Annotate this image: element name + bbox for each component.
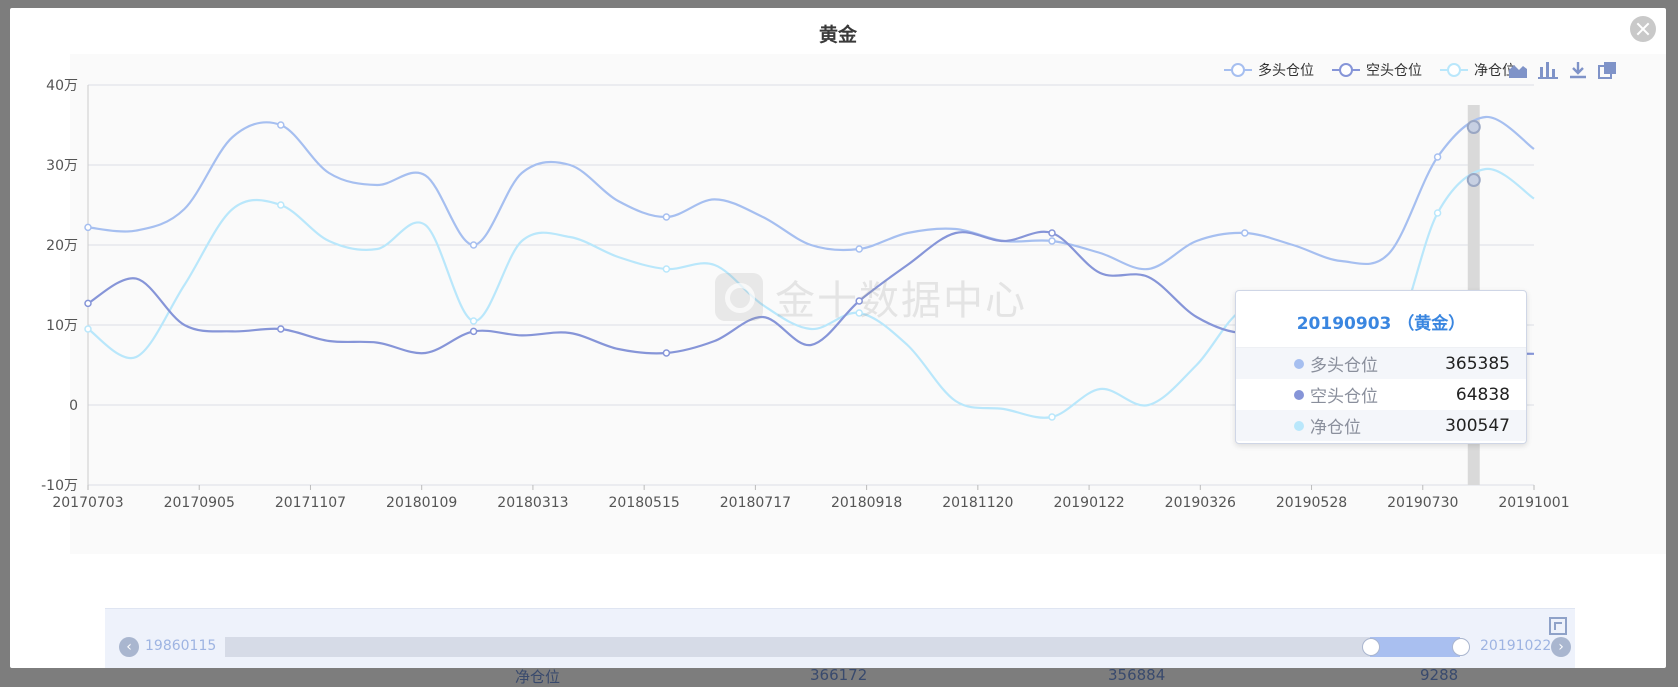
- legend-label: 空头仓位: [1366, 63, 1422, 79]
- y-tick-label: 10万: [46, 318, 78, 334]
- data-point-short-position: [662, 349, 671, 357]
- data-point-net-position: [1433, 209, 1442, 217]
- x-tick-label: 20180717: [720, 495, 791, 511]
- chart-modal: 黄金 -10万 0 10万 20万 30万 40万 20170703 20170905 2017…: [10, 8, 1666, 668]
- x-tick-label: 20190528: [1276, 495, 1347, 511]
- x-tick-label: 20191001: [1498, 495, 1569, 511]
- data-point-net-position: [662, 265, 671, 273]
- tooltip-row: 净仓位 300547: [1236, 410, 1526, 441]
- x-tick-label: 20171107: [275, 495, 346, 511]
- hover-point-long-position: [1466, 120, 1481, 134]
- series-dot-icon: [1294, 420, 1304, 431]
- y-tick-label: 40万: [46, 78, 78, 94]
- tooltip-value: 300547: [1445, 415, 1510, 436]
- legend-item-net[interactable]: 净仓位: [1440, 60, 1516, 80]
- x-tick-label: 20190326: [1165, 495, 1236, 511]
- data-point-net-position: [469, 317, 478, 325]
- data-point-long-position: [469, 241, 478, 249]
- x-tick-label: 20180109: [386, 495, 457, 511]
- tooltip-row: 多头仓位 365385: [1236, 348, 1526, 379]
- watermark-text: 金十数据中心: [775, 278, 1027, 324]
- tooltip-row: 空头仓位 64838: [1236, 379, 1526, 410]
- backdrop-text: 356884: [1108, 666, 1166, 684]
- data-point-long-position: [1433, 153, 1442, 161]
- y-tick-label: 20万: [46, 238, 78, 254]
- y-tick-label: -10万: [41, 478, 78, 494]
- data-point-net-position: [1048, 413, 1056, 421]
- zoom-start-label: 19860115: [145, 638, 217, 654]
- data-point-long-position: [1048, 237, 1056, 245]
- data-point-short-position: [277, 325, 285, 333]
- tooltip-value: 365385: [1445, 353, 1510, 374]
- legend-label: 多头仓位: [1258, 63, 1314, 79]
- data-point-long-position: [277, 121, 285, 129]
- download-icon[interactable]: [1568, 60, 1588, 80]
- tooltip-label: 空头仓位: [1310, 387, 1378, 407]
- legend-marker-icon: [1224, 63, 1252, 77]
- legend-item-long[interactable]: 多头仓位: [1224, 60, 1314, 80]
- x-tick-label: 20180918: [831, 495, 902, 511]
- backdrop-text: 366172: [810, 666, 868, 684]
- x-tick-label: 20180515: [609, 495, 680, 511]
- watermark: 金十数据中心: [715, 268, 1027, 326]
- backdrop-text: 净仓位: [515, 668, 561, 686]
- modal-title: 黄金: [818, 24, 857, 46]
- tooltip-value: 64838: [1455, 384, 1510, 405]
- x-tick-label: 20190122: [1053, 495, 1124, 511]
- zoom-track[interactable]: [225, 637, 1385, 657]
- data-point-long-position: [662, 213, 671, 221]
- data-point-net-position: [277, 201, 285, 209]
- series-dot-icon: [1294, 389, 1304, 400]
- tooltip-label: 多头仓位: [1310, 356, 1378, 376]
- close-button[interactable]: [1630, 16, 1656, 42]
- legend-marker-icon: [1332, 63, 1360, 77]
- zoom-selection[interactable]: [1370, 637, 1460, 657]
- legend-label: 净仓位: [1474, 63, 1516, 79]
- legend-item-short[interactable]: 空头仓位: [1332, 60, 1422, 80]
- x-tick-label: 20180313: [497, 495, 568, 511]
- bar-chart-icon[interactable]: [1538, 60, 1558, 80]
- expand-icon[interactable]: [1549, 617, 1567, 635]
- zoom-handle-start[interactable]: [1362, 638, 1380, 656]
- tooltip: 20190903 （黄金） 多头仓位 365385 空头仓位 64838 净仓位…: [1235, 290, 1527, 444]
- x-tick-label: 20170905: [164, 495, 235, 511]
- data-point-long-position: [855, 245, 863, 253]
- backdrop-bottom: [0, 668, 1678, 678]
- series-line-long-position: [87, 115, 1535, 271]
- data-point-long-position: [1241, 229, 1249, 237]
- series-dot-icon: [1294, 358, 1304, 369]
- backdrop-text: 9288: [1420, 666, 1459, 684]
- chevron-right-icon[interactable]: ›: [1551, 637, 1571, 657]
- tooltip-title: 20190903 （黄金）: [1236, 291, 1526, 348]
- zoom-end-label: 20191022: [1480, 638, 1552, 654]
- data-point-short-position: [855, 297, 863, 305]
- x-tick-label: 20190730: [1387, 495, 1458, 511]
- data-zoom-slider[interactable]: ‹ 19860115 20191022 ›: [105, 608, 1575, 668]
- legend-marker-icon: [1440, 63, 1468, 77]
- tooltip-label: 净仓位: [1310, 418, 1361, 438]
- legend: 多头仓位 空头仓位 净仓位: [1224, 60, 1516, 80]
- line-chart-icon[interactable]: [1508, 60, 1528, 80]
- x-tick-label: 20181120: [942, 495, 1013, 511]
- y-tick-label: 0: [69, 398, 78, 414]
- data-point-net-position: [84, 325, 92, 333]
- x-tick-label: 20170703: [52, 495, 123, 511]
- toolbox: [1508, 60, 1618, 80]
- hover-point-net-position: [1466, 173, 1481, 187]
- data-point-short-position: [1048, 229, 1056, 237]
- restore-icon[interactable]: [1598, 60, 1618, 80]
- data-point-short-position: [84, 299, 92, 308]
- chevron-left-icon[interactable]: ‹: [119, 637, 139, 657]
- data-point-long-position: [84, 223, 92, 232]
- zoom-handle-end[interactable]: [1452, 638, 1470, 656]
- data-point-net-position: [855, 309, 863, 317]
- watermark-logo-icon: [715, 273, 763, 321]
- data-point-short-position: [469, 327, 478, 336]
- y-tick-label: 30万: [46, 158, 78, 174]
